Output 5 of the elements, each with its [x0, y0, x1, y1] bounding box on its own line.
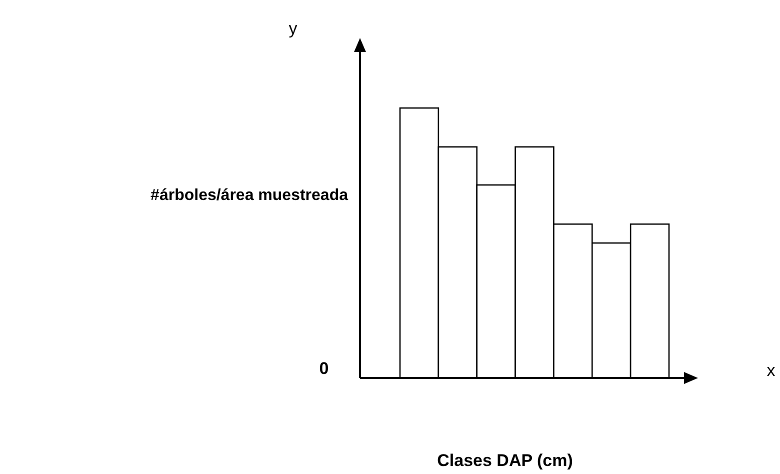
text: x: [766, 361, 776, 380]
text: 0: [319, 359, 329, 378]
y-axis-title: #árboles/área muestreada: [150, 187, 348, 204]
text: y: [288, 19, 298, 38]
x-axis-title: Clases DAP (cm): [437, 451, 573, 470]
